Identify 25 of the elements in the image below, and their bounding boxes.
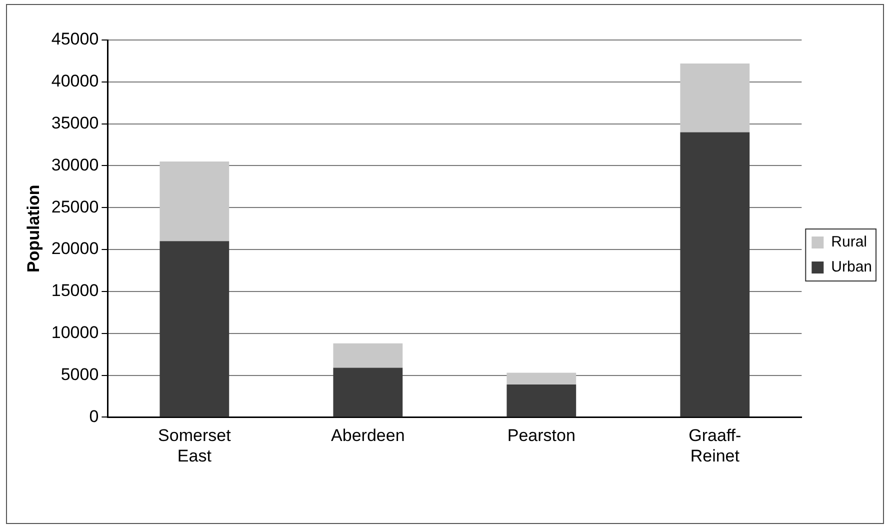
bar [333,343,403,368]
bar [680,63,750,132]
y-tick-label: 0 [89,406,99,426]
y-tick-label: 40000 [51,72,99,91]
bar [680,132,750,417]
bar [160,162,230,242]
x-tick-label: Aberdeen [331,426,405,446]
y-tick-label: 20000 [51,239,99,258]
x-tick-label: Somerset East [158,426,232,466]
bar [506,372,576,385]
y-tick-label: 25000 [51,197,99,216]
y-tick-label: 30000 [51,155,99,174]
bar [160,241,230,417]
bar [333,368,403,417]
x-tick-label: Graaff-Reinet [688,426,742,466]
y-tick-label: 15000 [51,281,99,300]
y-axis-title: Population [24,184,43,273]
y-tick-label: 45000 [51,30,99,49]
bar [506,384,576,417]
legend-label: Rural [831,234,868,251]
y-tick-label: 5000 [60,364,99,384]
y-tick-label: 35000 [51,114,99,133]
y-tick-label: 10000 [51,323,99,342]
legend-label: Urban [831,258,872,276]
x-tick-label: Pearston [507,426,576,446]
